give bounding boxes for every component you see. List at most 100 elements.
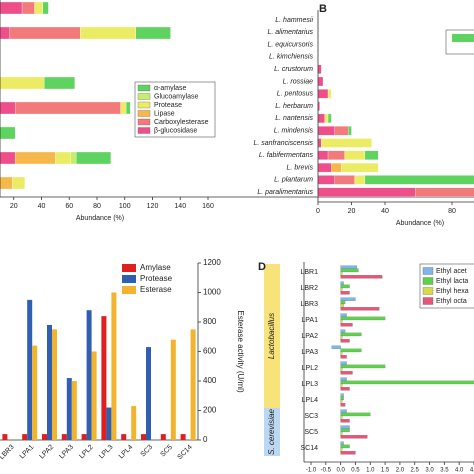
- x-tick-label: 4.0: [455, 468, 464, 474]
- y2-tick-label: 1200: [203, 258, 221, 267]
- bar-segment: [317, 76, 324, 87]
- category-label: L. alimentarius: [267, 29, 313, 36]
- panel-label: B: [319, 3, 327, 15]
- legend-swatch-partial: [452, 34, 474, 42]
- bar-segment: [414, 187, 474, 197]
- bar-segment: [14, 151, 56, 165]
- legend-label: Ethyl hexa: [436, 288, 469, 295]
- bar: [340, 323, 353, 327]
- bar-segment: [317, 113, 325, 124]
- category-label: L. pentosus: [277, 91, 314, 98]
- legend-label: Esterase: [140, 285, 172, 294]
- legend-swatch: [422, 297, 434, 305]
- legend-label: Ethyl octa: [436, 298, 467, 305]
- bar-segment: [331, 162, 342, 173]
- category-label: L. kimchiensis: [269, 54, 313, 61]
- bar-segment: [317, 187, 416, 197]
- category-label: SC5: [304, 429, 318, 436]
- bar: [91, 351, 97, 440]
- x-tick-label: -0.5: [321, 468, 332, 474]
- bar-segment: [135, 26, 171, 40]
- category-label: LBR3: [300, 301, 318, 308]
- bar-segment: [0, 101, 16, 115]
- bar-segment: [317, 162, 332, 173]
- bar-segment: [125, 101, 131, 115]
- bar-segment: [0, 176, 13, 190]
- group-label: Lactobacillus: [267, 313, 276, 359]
- bar-segment: [317, 138, 322, 148]
- legend-swatch: [422, 277, 434, 285]
- bar-segment: [324, 113, 329, 124]
- bar: [71, 381, 77, 440]
- bar: [340, 377, 347, 381]
- bar: [340, 387, 350, 391]
- bar: [340, 300, 346, 305]
- legend-swatch: [122, 275, 136, 283]
- bar: [340, 428, 350, 433]
- bar: [340, 419, 350, 423]
- category-label: L. nantensis: [275, 115, 313, 122]
- bar: [340, 265, 358, 269]
- y2-tick-label: 800: [203, 317, 217, 326]
- bar: [101, 316, 107, 440]
- legend-swatch: [137, 93, 151, 100]
- category-label: L. rossiae: [283, 78, 313, 85]
- category-label: L. hammesii: [275, 17, 313, 24]
- bar: [340, 303, 344, 308]
- y2-tick-label: 200: [203, 406, 217, 415]
- bar-segment: [364, 150, 379, 160]
- bar-segment: [0, 76, 45, 90]
- bar: [52, 329, 57, 440]
- bar-segment: [327, 150, 345, 160]
- bar: [27, 299, 33, 440]
- legend-swatch: [122, 264, 136, 272]
- bar-segment: [76, 151, 112, 165]
- bar: [160, 434, 166, 440]
- category-label: LBR2: [300, 285, 318, 292]
- y2-tick-label: 0: [203, 435, 208, 444]
- x-tick-label: 2.0: [396, 468, 405, 474]
- legend-label: Protease: [140, 274, 173, 283]
- x-tick-label: 1.0: [366, 468, 375, 474]
- bar: [340, 425, 350, 429]
- bar-segment: [42, 1, 49, 15]
- bar: [340, 291, 350, 295]
- bar: [340, 399, 343, 404]
- x-tick-label: 20: [10, 203, 18, 210]
- x-axis-label: Abundance (%): [396, 220, 444, 227]
- category-label: L. paralimentarius: [257, 189, 313, 196]
- x-tick-label: 4.5: [470, 468, 474, 474]
- bar-segment: [317, 89, 329, 99]
- bar: [340, 364, 386, 369]
- bar-segment: [321, 138, 372, 148]
- x-tick-label: 0: [316, 208, 320, 215]
- group-box: [264, 408, 280, 456]
- bar-segment: [317, 64, 322, 74]
- bar: [42, 434, 47, 440]
- legend-swatch: [137, 127, 151, 134]
- legend-label: Protease: [154, 102, 182, 109]
- bar: [340, 307, 380, 311]
- category-label: SC3: [304, 413, 318, 420]
- category-label: LPA2: [301, 333, 318, 340]
- bar: [340, 355, 347, 359]
- category-label: SC14: [300, 445, 318, 452]
- bar: [340, 447, 343, 452]
- bar: [340, 281, 344, 285]
- bar: [32, 345, 38, 440]
- x-tick-label: 20: [348, 208, 356, 215]
- bar: [340, 339, 350, 343]
- bar: [340, 329, 346, 333]
- legend-label: Lipase: [154, 110, 175, 117]
- bar: [340, 451, 356, 455]
- bar: [340, 319, 343, 324]
- bar: [340, 287, 343, 292]
- x-tick-label: 40: [38, 203, 46, 210]
- bar: [340, 361, 347, 365]
- x-tick-label: 160: [202, 203, 214, 210]
- bar-segment: [334, 175, 356, 185]
- panel-label: D: [258, 261, 266, 273]
- bar: [331, 345, 341, 349]
- y2-tick-label: 1000: [203, 288, 221, 297]
